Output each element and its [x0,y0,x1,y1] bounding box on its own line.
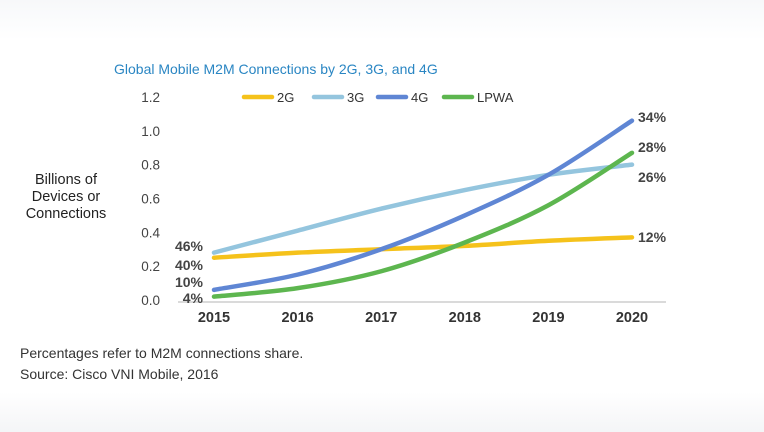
y-tick-0-8: 0.8 [141,158,160,173]
end-share-4g: 34% [638,109,667,125]
x-tick-2015: 2015 [198,310,230,326]
legend-label-3g: 3G [347,90,364,105]
series-lines [211,118,635,299]
y-tick-0-6: 0.6 [141,192,160,207]
y-tick-0-4: 0.4 [141,225,160,240]
start-share-2g: 40% [175,257,204,273]
x-axis: 2015 2016 2017 2018 2019 2020 [178,301,666,326]
data-labels: 46% 40%10%4% 34% 28% 26% 12% [175,109,667,306]
chart-title: Global Mobile M2M Connections by 2G, 3G,… [114,61,438,77]
end-share-3g: 26% [638,169,667,185]
x-tick-2016: 2016 [281,310,313,326]
series-line-4g [211,118,635,293]
series-line-lpwa [211,150,635,299]
y-tick-1-0: 1.0 [141,124,160,139]
y-tick-0-0: 0.0 [141,293,160,308]
series-line-3g [211,162,635,255]
end-share-lpwa: 28% [638,139,667,155]
x-tick-2017: 2017 [365,310,397,326]
footnote-source: Source: Cisco VNI Mobile, 2016 [20,366,219,382]
x-tick-2018: 2018 [449,310,481,326]
start-share-3g: 46% [175,238,204,254]
end-share-2g: 12% [638,229,667,245]
y-axis-ticks: 0.0 0.2 0.4 0.6 0.8 1.0 1.2 [141,90,160,308]
start-share-lpwa: 4% [183,290,204,306]
footnote-percentages: Percentages refer to M2M connections sha… [20,345,304,361]
series-line-2g [211,235,635,260]
x-tick-2020: 2020 [616,310,648,326]
legend-label-lpwa: LPWA [477,90,514,105]
legend-label-4g: 4G [411,90,428,105]
start-share-4g: 10% [175,274,204,290]
x-tick-2019: 2019 [532,310,564,326]
y-tick-1-2: 1.2 [141,90,160,105]
y-tick-0-2: 0.2 [141,259,160,274]
legend-label-2g: 2G [277,90,294,105]
legend: 2G 3G 4G LPWA [241,90,514,105]
y-axis-label: Billions of Devices or Connections [25,172,107,222]
